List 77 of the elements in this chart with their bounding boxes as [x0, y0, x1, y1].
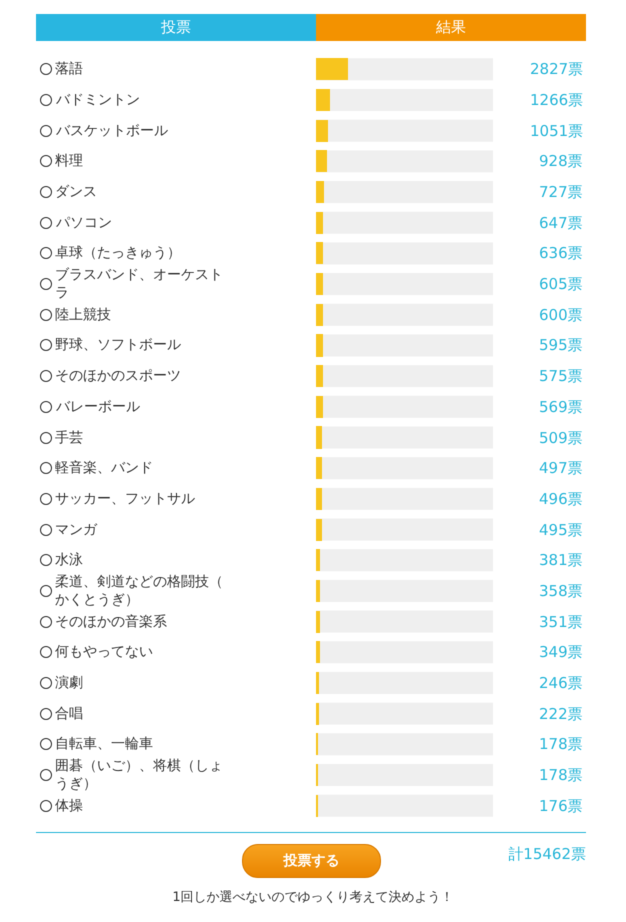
data-label: 727票	[539, 183, 583, 201]
y-tick-label: 体操	[55, 798, 83, 814]
text: 投票する	[242, 844, 381, 878]
data-label: 351票	[539, 613, 583, 631]
bar	[316, 120, 328, 142]
data-label: 246票	[539, 674, 583, 692]
bar	[316, 89, 330, 111]
data-label: 575票	[539, 367, 583, 385]
bar	[316, 549, 320, 571]
bar	[316, 273, 323, 295]
data-label: 381票	[539, 551, 583, 569]
y-tick-label: 柔道、剣道などの格闘技（かくとうぎ）	[55, 574, 223, 608]
y-tick-label: サッカー、フットサル	[55, 491, 195, 507]
bar	[316, 365, 323, 387]
y-tick-label: 野球、ソフトボール	[55, 337, 181, 353]
bar	[316, 611, 320, 633]
text: 計15462票	[508, 845, 586, 864]
y-tick-label: バドミントン	[55, 92, 140, 108]
data-label: 569票	[539, 398, 583, 416]
data-label: 1051票	[530, 122, 584, 140]
bar	[316, 488, 322, 510]
data-label: 178票	[539, 735, 583, 753]
data-label: 2827票	[530, 60, 584, 78]
y-tick-label: 自転車、一輪車	[55, 736, 153, 752]
bar	[316, 396, 323, 418]
y-tick-label: パソコン	[55, 215, 112, 231]
bar	[316, 150, 327, 172]
bar	[316, 242, 323, 264]
bar	[316, 334, 323, 357]
y-axis-title: 投票	[36, 14, 316, 41]
bar	[316, 580, 320, 602]
y-tick-label: 何もやってない	[55, 644, 153, 660]
y-tick-label: 卓球（たっきゅう）	[55, 245, 181, 261]
y-tick-label: 料理	[55, 153, 83, 169]
data-label: 636票	[539, 244, 583, 262]
y-tick-label: 水泳	[55, 552, 83, 568]
bar	[316, 426, 322, 449]
data-label: 928票	[539, 152, 583, 170]
y-tick-label: ダンス	[55, 184, 97, 200]
x-axis-title: 結果	[316, 14, 586, 41]
y-tick-label: マンガ	[55, 522, 98, 538]
data-label: 1266票	[530, 91, 584, 109]
data-label: 222票	[539, 705, 583, 723]
y-tick-label: 落語	[55, 61, 83, 77]
data-label: 497票	[539, 459, 583, 477]
bar	[316, 519, 322, 541]
y-tick-label: バスケットボール	[55, 123, 168, 139]
data-label: 349票	[539, 643, 583, 661]
y-tick-label: 合唱	[55, 706, 83, 722]
bar	[316, 58, 348, 80]
y-tick-label: そのほかのスポーツ	[55, 368, 181, 384]
bar	[316, 181, 324, 203]
data-label: 176票	[539, 797, 583, 815]
data-label: 358票	[539, 582, 583, 600]
data-label: 600票	[539, 306, 583, 324]
y-tick-label: 囲碁（いご）、将棋（しょうぎ）	[55, 758, 223, 792]
bar	[316, 703, 319, 725]
data-label: 178票	[539, 766, 583, 784]
y-tick-label: そのほかの音楽系	[55, 614, 167, 630]
y-tick-label: 手芸	[55, 430, 83, 446]
bar	[316, 457, 322, 479]
y-tick-label: 陸上競技	[55, 307, 111, 323]
data-label: 595票	[539, 336, 583, 354]
data-label: 605票	[539, 275, 583, 293]
data-label: 495票	[539, 521, 583, 539]
y-tick-label: バレーボール	[55, 399, 140, 415]
data-label: 647票	[539, 214, 583, 232]
data-label: 509票	[539, 429, 583, 447]
y-tick-label: ブラスバンド、オーケストラ	[55, 267, 223, 302]
y-tick-label: 演劇	[55, 675, 83, 691]
data-label: 496票	[539, 490, 583, 508]
text: 1回しか選べないのでゆっくり考えて決めよう！	[171, 889, 455, 906]
y-tick-label: 軽音楽、バンド	[55, 460, 153, 476]
bar	[316, 212, 323, 234]
bar	[316, 672, 319, 694]
bar	[316, 304, 323, 326]
bar	[316, 641, 320, 663]
